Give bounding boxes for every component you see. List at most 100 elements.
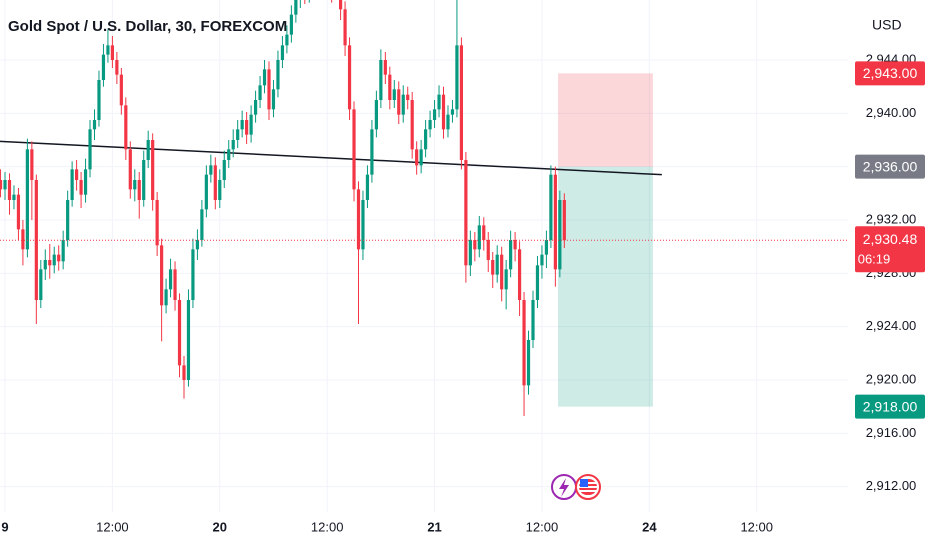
candle-body xyxy=(186,300,191,380)
x-tick-label: 12:00 xyxy=(740,519,773,534)
candle-body xyxy=(7,180,12,200)
y-tick-label: 2,920.00 xyxy=(866,371,917,386)
candle-body xyxy=(558,200,562,270)
candle-body xyxy=(236,129,240,140)
candle-body xyxy=(468,240,472,266)
candle-body xyxy=(428,120,432,130)
candle-body xyxy=(110,45,114,60)
candle-body xyxy=(218,180,222,200)
candle-body xyxy=(160,245,164,306)
candle-body xyxy=(531,300,535,340)
candle-body xyxy=(500,254,504,290)
axes: 2,912.002,916.002,920.002,924.002,928.00… xyxy=(1,51,925,534)
candle-body xyxy=(124,105,128,150)
candle-body xyxy=(182,365,186,380)
candle-body xyxy=(406,94,410,100)
candle-body xyxy=(200,209,204,240)
candle-body xyxy=(88,129,92,170)
candle-body xyxy=(209,165,213,175)
axis-unit: USD xyxy=(872,17,902,33)
candle-body xyxy=(374,100,378,130)
candle-body xyxy=(347,45,352,110)
candle-body xyxy=(70,169,74,200)
x-tick-label: 9 xyxy=(1,519,8,534)
x-tick-label: 12:00 xyxy=(96,519,129,534)
candle-body xyxy=(562,200,566,241)
countdown-label: 06:19 xyxy=(858,252,891,267)
candle-body xyxy=(379,60,383,100)
stop-zone xyxy=(558,73,653,167)
candle-body xyxy=(213,165,217,200)
candle-body xyxy=(361,200,365,250)
candle-body xyxy=(267,69,271,110)
candle-body xyxy=(549,174,553,240)
candle-body xyxy=(513,240,517,250)
candle-body xyxy=(52,254,56,266)
stop-badge-label: 2,943.00 xyxy=(863,65,918,81)
candle-body xyxy=(388,74,392,100)
candle-body xyxy=(48,260,52,266)
candle-body xyxy=(61,240,65,262)
y-tick-label: 2,912.00 xyxy=(866,478,917,493)
candle-body xyxy=(482,225,486,240)
candle-body xyxy=(3,180,7,190)
candle-body xyxy=(133,180,137,190)
candle-body xyxy=(79,180,83,195)
candle-body xyxy=(12,194,16,200)
candle-body xyxy=(43,260,47,270)
candle-body xyxy=(245,120,249,135)
candle-body xyxy=(352,109,356,190)
candle-body xyxy=(57,254,61,262)
candle-body xyxy=(397,89,401,115)
candle-body xyxy=(294,0,298,15)
us-flag-icon xyxy=(579,479,597,495)
candle-body xyxy=(289,14,293,35)
y-tick-label: 2,916.00 xyxy=(866,425,917,440)
candle-body xyxy=(151,140,155,200)
candle-body xyxy=(258,85,262,100)
candle-body xyxy=(401,94,405,115)
candle-body xyxy=(392,89,396,100)
candle-body xyxy=(504,269,508,290)
candle-body xyxy=(473,240,477,250)
candle-body xyxy=(280,45,285,60)
candle-body xyxy=(459,45,464,161)
candle-body xyxy=(446,114,450,130)
candle-body xyxy=(383,60,387,75)
candle-body xyxy=(137,180,141,200)
candle-body xyxy=(424,129,428,150)
x-tick-label: 20 xyxy=(213,519,227,534)
candle-body xyxy=(365,174,370,200)
y-tick-label: 2,940.00 xyxy=(866,105,917,120)
candle-body xyxy=(540,254,544,266)
candle-body xyxy=(535,265,540,300)
x-tick-label: 24 xyxy=(642,519,657,534)
candle-body xyxy=(227,149,231,160)
candle-body xyxy=(464,160,468,266)
candle-body xyxy=(356,189,361,250)
trend-line xyxy=(0,140,662,176)
candle-body xyxy=(455,45,459,110)
candle-body xyxy=(106,45,110,55)
candle-body xyxy=(491,260,495,275)
candle-body xyxy=(101,54,106,80)
plot-area xyxy=(0,0,848,416)
candle-body xyxy=(92,120,97,130)
candle-body xyxy=(30,149,34,180)
candle-body xyxy=(164,289,168,306)
candle-body xyxy=(222,160,226,180)
candle-body xyxy=(16,194,21,230)
candle-body xyxy=(410,100,414,150)
candle-body xyxy=(173,269,177,300)
candle-body xyxy=(66,200,70,240)
event-icons[interactable] xyxy=(551,474,601,500)
candle-body xyxy=(155,200,159,246)
candle-body xyxy=(495,254,499,275)
candle-body xyxy=(343,9,347,46)
candle-body xyxy=(97,80,101,120)
chart-title: Gold Spot / U.S. Dollar, 30, FOREXCOM xyxy=(8,18,287,35)
candle-body xyxy=(477,225,481,250)
candle-body xyxy=(115,60,119,75)
candle-body xyxy=(191,249,195,300)
